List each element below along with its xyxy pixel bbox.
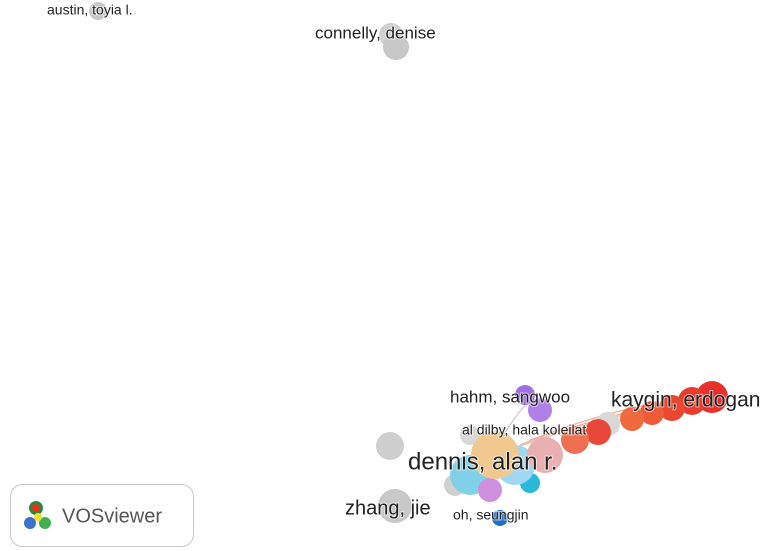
node-label: dennis, alan r. [408, 448, 557, 475]
node [640, 401, 664, 425]
node [659, 395, 685, 421]
nodes [89, 2, 728, 526]
node [528, 398, 552, 422]
node [471, 431, 519, 479]
node [378, 489, 412, 523]
node-label: kaygin, erdogan [611, 389, 760, 412]
node-label: connelly, denise [315, 23, 436, 42]
node [515, 385, 535, 405]
node-label: austin, toyia l. [47, 2, 133, 18]
node [383, 34, 409, 60]
node [561, 426, 589, 454]
node-label: hahm, sangwoo [450, 387, 570, 406]
node [89, 2, 107, 20]
node [478, 478, 502, 502]
node-label: oh, seungjin [453, 507, 529, 523]
logo-box [10, 484, 194, 547]
labels: austin, toyia l. connelly, denise hahm, … [46, 1, 761, 524]
node [376, 432, 404, 460]
logo: VOSviewer [10, 484, 194, 547]
node [460, 425, 480, 445]
logo-icon [24, 501, 51, 529]
node-label: zhang, jie [345, 497, 431, 519]
node-label: al dilby, hala koleilat [462, 422, 586, 438]
node [620, 407, 644, 431]
node [585, 419, 611, 445]
logo-text: VOSviewer [62, 505, 162, 527]
node [527, 437, 563, 473]
node [492, 510, 508, 526]
